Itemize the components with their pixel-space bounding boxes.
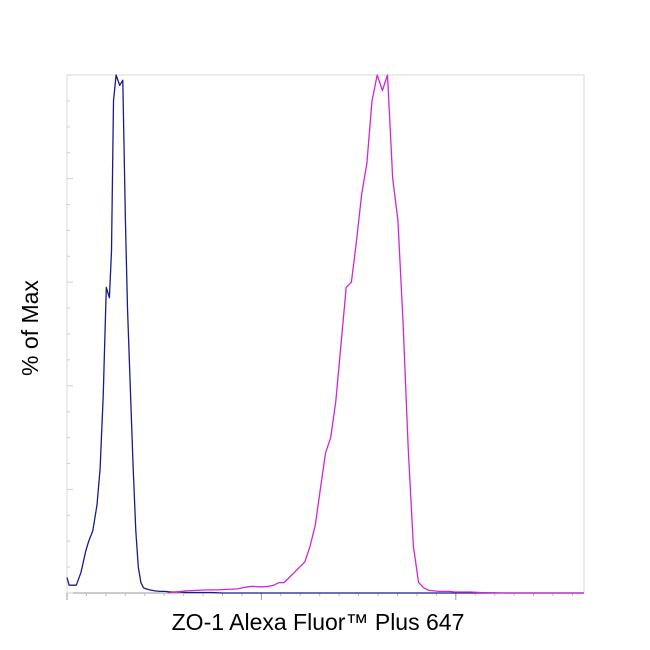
histogram-series-1: [66, 74, 584, 594]
plot-frame: [66, 74, 585, 594]
plot-border: [66, 74, 585, 594]
axis-ticks: [66, 74, 573, 600]
x-axis-label: ZO-1 Alexa Fluor™ Plus 647: [172, 609, 465, 635]
y-axis-label: % of Max: [17, 280, 43, 376]
series-layer: [66, 74, 584, 594]
histogram-series-2: [167, 74, 584, 594]
